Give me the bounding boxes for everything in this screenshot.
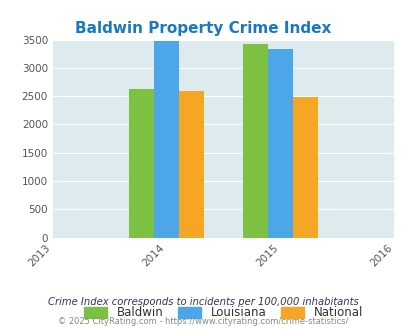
Legend: Baldwin, Louisiana, National: Baldwin, Louisiana, National bbox=[80, 303, 366, 323]
Bar bbox=[129, 89, 153, 238]
Bar bbox=[267, 49, 292, 238]
Bar bbox=[242, 44, 267, 238]
Text: Baldwin Property Crime Index: Baldwin Property Crime Index bbox=[75, 21, 330, 36]
Bar bbox=[153, 41, 179, 238]
Bar bbox=[292, 97, 317, 238]
Text: Crime Index corresponds to incidents per 100,000 inhabitants: Crime Index corresponds to incidents per… bbox=[47, 297, 358, 307]
Text: © 2025 CityRating.com - https://www.cityrating.com/crime-statistics/: © 2025 CityRating.com - https://www.city… bbox=[58, 317, 347, 326]
Bar bbox=[179, 91, 203, 238]
